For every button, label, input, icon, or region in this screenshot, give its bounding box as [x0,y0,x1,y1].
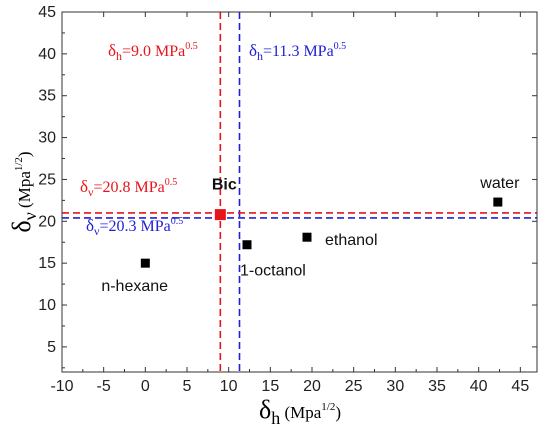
x-tick-label: 5 [183,378,192,395]
x-tick-label: 30 [386,378,404,395]
data-point-label: n-hexane [101,278,168,295]
data-point-label: ethanol [325,232,378,249]
x-tick-label: 35 [428,378,446,395]
data-point-label: 1-octanol [240,263,306,280]
x-axis-label: δh (Mpa1/2) [259,395,341,428]
y-tick-label: 20 [38,213,56,230]
x-tick-label: 20 [303,378,321,395]
x-tick-label: -10 [50,378,73,395]
y-tick-label: 10 [38,297,56,314]
y-tick-label: 45 [38,4,56,21]
plot-frame [61,11,538,373]
x-tick-label: 25 [345,378,363,395]
y-tick-label: 15 [38,255,56,272]
data-point [140,258,150,268]
y-tick-label: 40 [38,46,56,63]
y-tick-label: 25 [38,171,56,188]
x-tick-label: 15 [261,378,279,395]
data-point [493,197,503,207]
y-tick-label: 35 [38,88,56,105]
data-point [242,240,252,250]
x-tick-label: 45 [511,378,529,395]
x-tick-label: -5 [97,378,111,395]
y-tick-label: 30 [38,130,56,147]
data-point-label: water [479,175,520,192]
data-point [302,232,312,242]
x-tick-label: 40 [470,378,488,395]
reference-line-label: δh=11.3 MPa0.5 [249,41,346,63]
y-axis-label: δν (Mpa1/2) [7,151,40,232]
reference-line-label: δν=20.3 MPa0.5 [86,216,183,238]
reference-line-label: δν=20.8 MPa0.5 [80,177,177,199]
x-tick-label: 10 [220,378,238,395]
data-point-label: Bic [212,177,237,194]
y-tick-label: 5 [47,339,56,356]
reference-line-label: δh=9.0 MPa0.5 [108,41,198,63]
x-tick-label: 0 [141,378,150,395]
data-point [214,209,226,221]
